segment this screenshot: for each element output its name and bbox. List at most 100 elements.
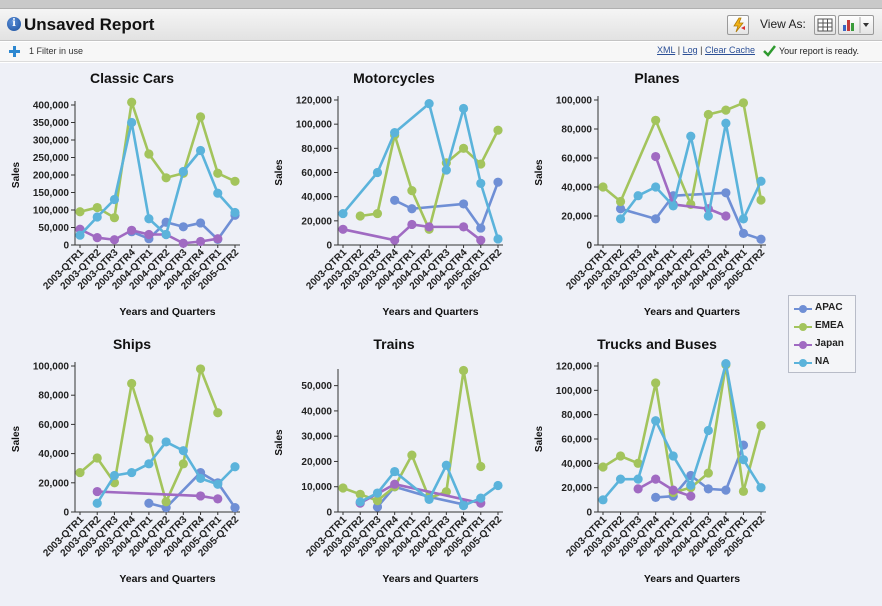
- data-point-na[interactable]: [476, 178, 486, 188]
- data-point-japan[interactable]: [458, 222, 469, 232]
- data-point-apac[interactable]: [407, 204, 417, 214]
- data-point-na[interactable]: [178, 446, 188, 456]
- data-point-emea[interactable]: [75, 207, 85, 217]
- data-point-na[interactable]: [756, 483, 766, 493]
- data-point-emea[interactable]: [338, 483, 348, 493]
- data-point-emea[interactable]: [195, 364, 206, 374]
- data-point-emea[interactable]: [92, 453, 102, 463]
- data-point-apac[interactable]: [651, 214, 661, 224]
- data-point-japan[interactable]: [109, 235, 120, 245]
- data-point-emea[interactable]: [738, 98, 749, 108]
- data-point-japan[interactable]: [390, 479, 400, 489]
- data-point-apac[interactable]: [756, 234, 766, 244]
- data-point-emea[interactable]: [109, 213, 120, 223]
- data-point-apac[interactable]: [195, 218, 206, 228]
- data-point-apac[interactable]: [230, 503, 240, 513]
- data-point-emea[interactable]: [161, 497, 171, 507]
- data-point-apac[interactable]: [493, 177, 503, 187]
- data-point-emea[interactable]: [195, 112, 206, 122]
- data-point-emea[interactable]: [127, 97, 137, 107]
- data-point-japan[interactable]: [651, 474, 661, 484]
- data-point-japan[interactable]: [127, 225, 137, 235]
- data-point-na[interactable]: [195, 145, 206, 156]
- data-point-apac[interactable]: [144, 498, 154, 508]
- data-point-na[interactable]: [92, 212, 102, 222]
- data-point-na[interactable]: [441, 460, 451, 470]
- data-point-japan[interactable]: [92, 233, 102, 243]
- data-point-japan[interactable]: [424, 222, 434, 232]
- refresh-button[interactable]: [727, 15, 749, 35]
- data-point-emea[interactable]: [703, 109, 713, 120]
- data-point-apac[interactable]: [476, 223, 486, 233]
- data-point-na[interactable]: [424, 494, 434, 504]
- data-point-japan[interactable]: [144, 229, 154, 240]
- data-point-na[interactable]: [651, 182, 661, 192]
- data-point-japan[interactable]: [390, 235, 400, 245]
- data-point-na[interactable]: [703, 425, 713, 436]
- data-point-japan[interactable]: [195, 236, 206, 247]
- data-point-na[interactable]: [598, 495, 608, 505]
- data-point-na[interactable]: [230, 207, 240, 218]
- data-point-emea[interactable]: [92, 202, 102, 213]
- data-point-na[interactable]: [372, 167, 383, 178]
- data-point-japan[interactable]: [407, 219, 417, 230]
- data-point-apac[interactable]: [458, 199, 469, 209]
- data-point-japan[interactable]: [668, 485, 678, 495]
- data-point-japan[interactable]: [651, 151, 661, 162]
- data-point-na[interactable]: [721, 358, 731, 369]
- data-point-japan[interactable]: [476, 235, 486, 245]
- data-point-na[interactable]: [390, 128, 400, 138]
- data-point-apac[interactable]: [738, 228, 749, 238]
- clear-cache-link[interactable]: Clear Cache: [704, 45, 755, 55]
- data-point-emea[interactable]: [651, 115, 661, 125]
- data-point-na[interactable]: [633, 191, 643, 201]
- log-link[interactable]: Log: [682, 45, 698, 55]
- data-point-emea[interactable]: [756, 195, 766, 205]
- data-point-apac[interactable]: [703, 484, 713, 494]
- data-point-na[interactable]: [721, 118, 731, 128]
- data-point-japan[interactable]: [213, 234, 223, 244]
- data-point-na[interactable]: [424, 99, 434, 109]
- data-point-na[interactable]: [476, 493, 486, 503]
- data-point-apac[interactable]: [372, 502, 383, 512]
- data-point-na[interactable]: [668, 451, 678, 461]
- data-point-apac[interactable]: [390, 195, 400, 205]
- data-point-japan[interactable]: [633, 484, 643, 494]
- data-point-japan[interactable]: [213, 494, 223, 504]
- data-point-na[interactable]: [615, 214, 626, 224]
- data-point-emea[interactable]: [458, 143, 469, 153]
- data-point-emea[interactable]: [407, 186, 417, 196]
- data-point-na[interactable]: [127, 117, 137, 128]
- data-point-na[interactable]: [686, 131, 696, 141]
- data-point-apac[interactable]: [721, 485, 731, 495]
- data-point-emea[interactable]: [476, 461, 486, 472]
- data-point-apac[interactable]: [651, 492, 661, 502]
- data-point-emea[interactable]: [458, 365, 469, 376]
- data-point-emea[interactable]: [476, 159, 486, 169]
- data-point-na[interactable]: [651, 416, 661, 426]
- data-point-na[interactable]: [109, 194, 120, 205]
- data-point-emea[interactable]: [703, 468, 713, 478]
- data-point-na[interactable]: [372, 488, 383, 498]
- data-point-na[interactable]: [230, 462, 240, 472]
- data-point-emea[interactable]: [598, 462, 608, 472]
- data-point-emea[interactable]: [355, 489, 365, 499]
- data-point-japan[interactable]: [338, 224, 348, 234]
- data-point-na[interactable]: [738, 455, 749, 465]
- data-point-na[interactable]: [668, 201, 678, 211]
- data-point-na[interactable]: [109, 470, 120, 481]
- data-point-japan[interactable]: [195, 491, 206, 501]
- data-point-emea[interactable]: [178, 459, 188, 469]
- data-point-na[interactable]: [213, 188, 223, 198]
- data-point-na[interactable]: [441, 165, 451, 175]
- data-point-na[interactable]: [144, 459, 154, 469]
- data-point-na[interactable]: [615, 474, 626, 484]
- data-point-emea[interactable]: [144, 149, 154, 159]
- data-point-na[interactable]: [195, 473, 206, 484]
- data-point-japan[interactable]: [686, 491, 696, 501]
- data-point-emea[interactable]: [721, 105, 731, 115]
- data-point-emea[interactable]: [355, 211, 365, 221]
- data-point-emea[interactable]: [161, 173, 171, 183]
- data-point-emea[interactable]: [756, 421, 766, 431]
- chart-view-button[interactable]: [838, 15, 874, 35]
